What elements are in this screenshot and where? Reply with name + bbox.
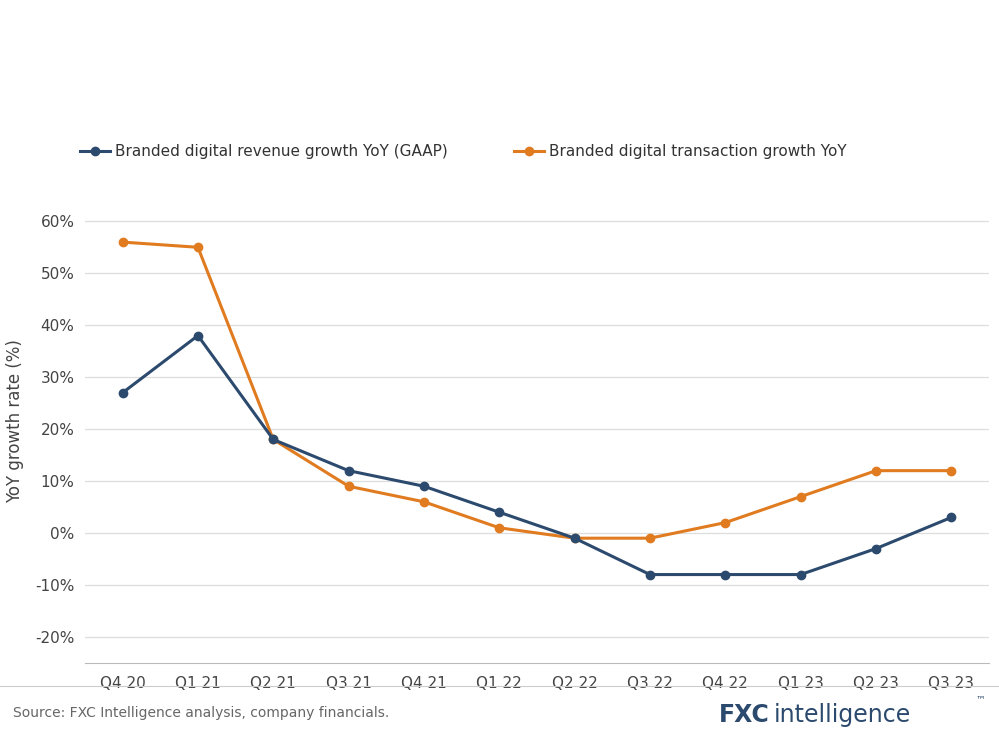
Text: ™: ™: [975, 694, 985, 704]
Text: Western Union quarterly branded digital revenue and digital transaction growth: Western Union quarterly branded digital …: [13, 84, 762, 103]
Text: Branded digital revenue growth YoY (GAAP): Branded digital revenue growth YoY (GAAP…: [115, 144, 448, 159]
Y-axis label: YoY growth rate (%): YoY growth rate (%): [6, 339, 24, 503]
Text: Branded digital transaction growth YoY: Branded digital transaction growth YoY: [549, 144, 847, 159]
Text: Western Union digital revenue grows 3%: Western Union digital revenue grows 3%: [13, 25, 714, 54]
Text: intelligence: intelligence: [774, 703, 911, 727]
Text: FXC: FXC: [719, 703, 770, 727]
Text: Source: FXC Intelligence analysis, company financials.: Source: FXC Intelligence analysis, compa…: [13, 706, 390, 721]
